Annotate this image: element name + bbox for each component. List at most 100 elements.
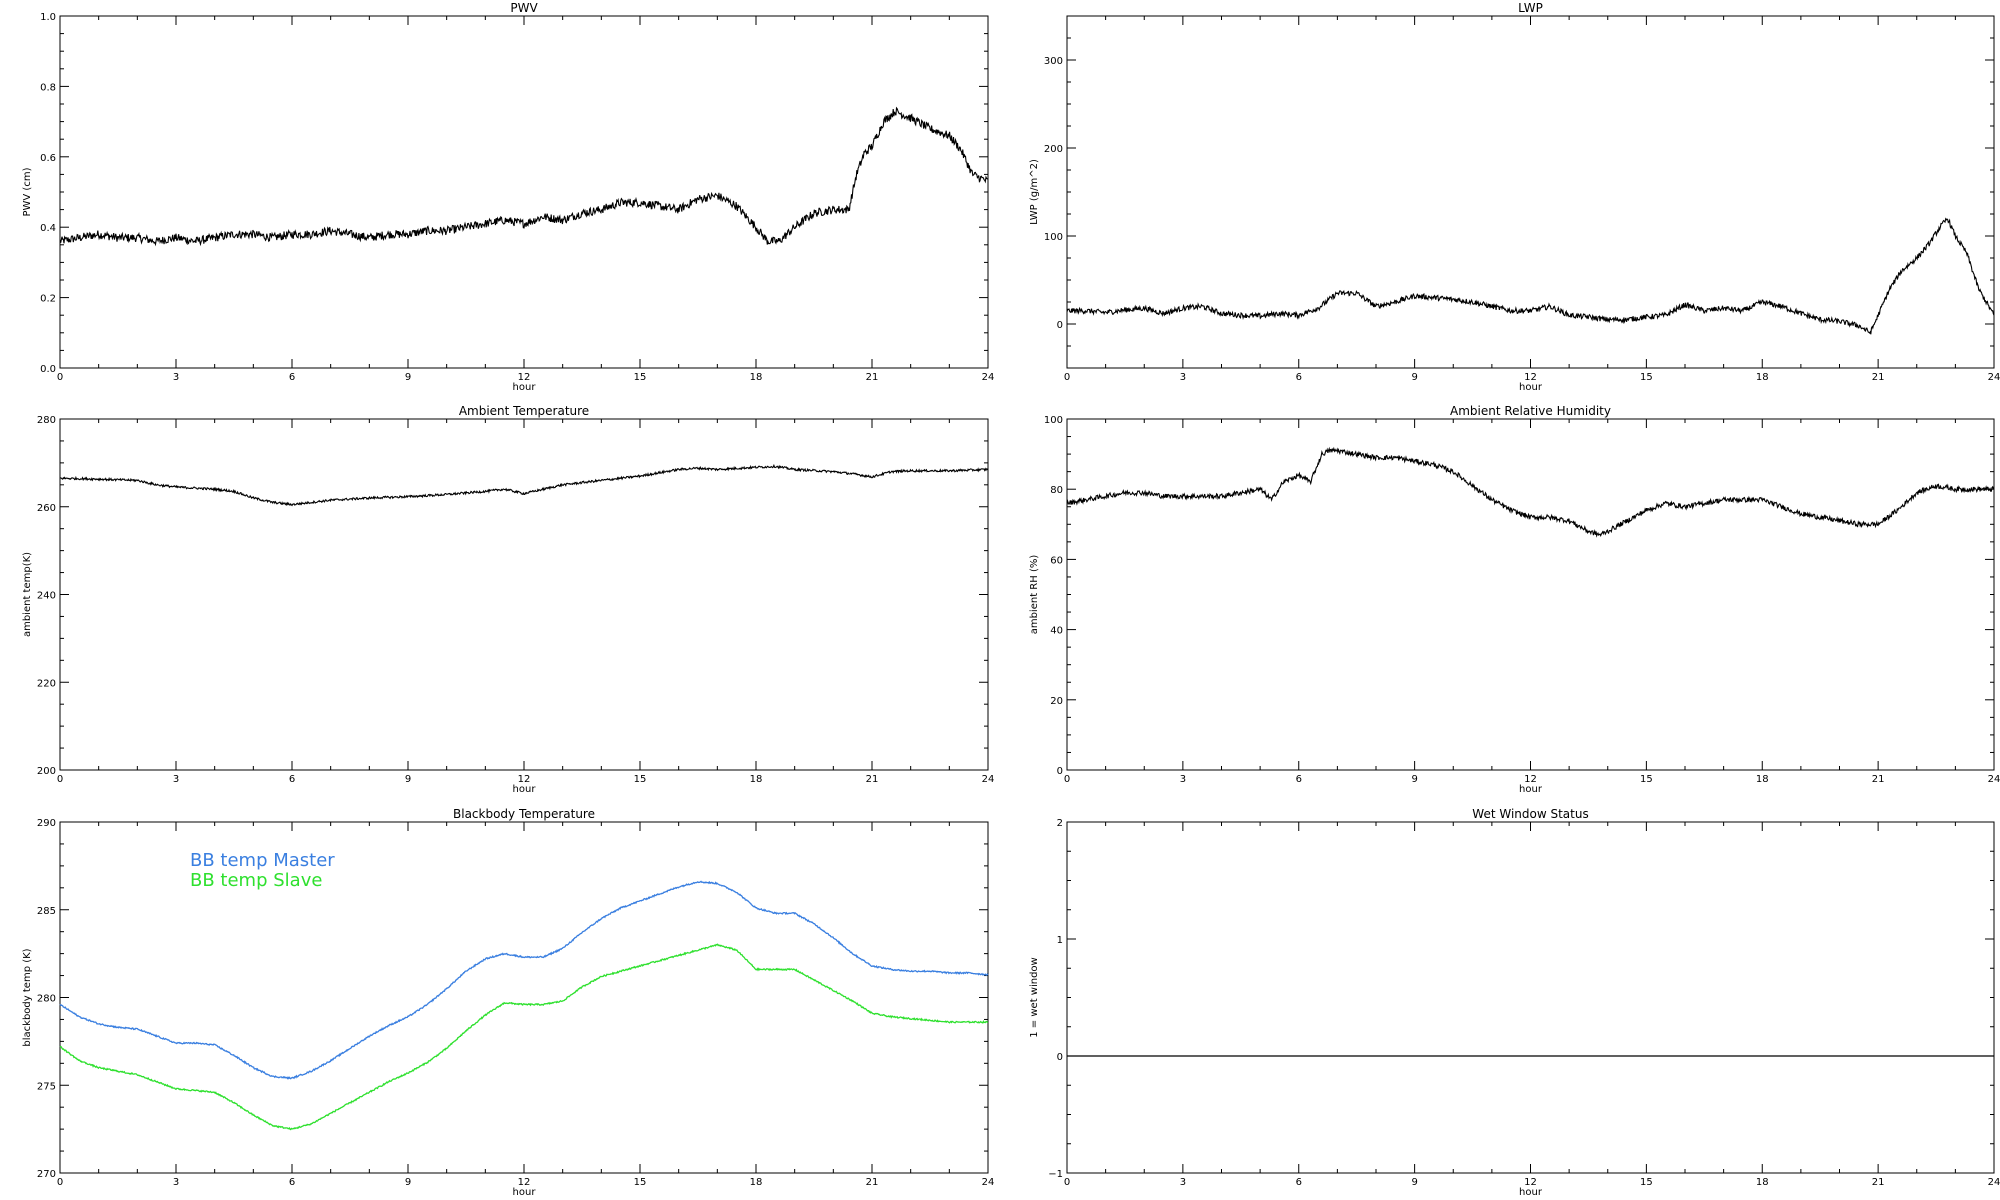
y-tick-label: 0 [1057,1052,1063,1063]
x-tick-label: 21 [866,774,879,785]
x-tick-label: 3 [173,1177,179,1188]
x-tick-label: 18 [1756,774,1769,785]
y-tick-label: 270 [37,1169,56,1180]
x-tick-label: 3 [1180,774,1186,785]
panel-ambient-temp: Ambient Temperature 0 3 6 9 12 15 18 21 24 hour 200… [22,404,994,795]
y-tick-label: 290 [37,818,56,829]
y-tick-label: 0.8 [40,82,56,93]
x-tick-label: 9 [1411,1177,1417,1188]
x-tick-label: 15 [634,774,647,785]
series-line-ambient-temp [60,463,989,507]
legend-entry: BB temp Slave [190,870,322,891]
y-tick-label: 40 [1050,626,1063,637]
x-tick-label: 9 [1411,774,1417,785]
y-tick-label: 0.0 [40,364,56,375]
y-tick-label: 0.4 [40,223,56,234]
y-axis-label: 1 = wet window [1029,957,1040,1037]
y-axis-label: blackbody temp (K) [22,948,33,1046]
plot-frame [1066,821,1995,1174]
chart-title: Wet Window Status [1472,807,1588,821]
x-tick-label: 24 [982,372,995,383]
x-axis-label: hour [513,382,537,393]
y-tick-label: 1 [1057,935,1063,946]
x-tick-label: 3 [173,774,179,785]
x-tick-label: 12 [1524,372,1537,383]
x-tick-label: 15 [1640,1177,1653,1188]
x-tick-label: 21 [1872,372,1885,383]
series-line-pwv [59,106,989,247]
x-axis-label: hour [1519,382,1543,393]
x-tick-label: 9 [405,1177,411,1188]
y-tick-label: 275 [37,1081,56,1092]
x-tick-label: 3 [1180,372,1186,383]
x-tick-label: 24 [1988,1177,2000,1188]
x-tick-label: 21 [1872,1177,1885,1188]
series-line-bb-temp-master [59,880,989,1080]
x-tick-label: 18 [750,372,763,383]
y-tick-label: 20 [1050,696,1063,707]
x-tick-label: 9 [405,372,411,383]
x-tick-label: 15 [1640,774,1653,785]
x-tick-label: 0 [57,774,63,785]
x-tick-label: 18 [750,774,763,785]
x-tick-label: 12 [518,372,531,383]
y-tick-label: 0 [1057,766,1063,777]
x-tick-label: 18 [750,1177,763,1188]
x-axis-label: hour [1519,1187,1543,1198]
y-tick-label: 220 [37,678,56,689]
y-tick-label: 0 [1057,320,1063,331]
y-tick-label: 240 [37,591,56,602]
chart-title: Ambient Relative Humidity [1450,404,1611,418]
x-tick-label: 21 [866,372,879,383]
x-tick-label: 6 [289,372,295,383]
x-tick-label: 15 [634,1177,647,1188]
x-axis-label: hour [513,784,537,795]
plot-frame [59,418,989,771]
series-line-ambient-rh [1066,446,1995,538]
x-tick-label: 24 [1988,372,2000,383]
y-tick-label: 285 [37,906,56,917]
y-tick-label: 280 [37,994,56,1005]
y-tick-label: 2 [1057,818,1063,829]
y-tick-label: 0.2 [40,294,56,305]
y-axis-label: LWP (g/m^2) [1029,159,1040,225]
chart-title: PWV [510,1,538,15]
y-tick-label: 260 [37,503,56,514]
plot-frame [1066,15,1995,369]
panel-pwv: PWV 0 3 6 9 12 15 18 21 24 hour 0.0 0.2 0.4 0.6 0.8 1.0 P… [22,1,994,393]
x-tick-label: 15 [1640,372,1653,383]
y-tick-label: 200 [37,766,56,777]
x-tick-label: 9 [405,774,411,785]
panel-lwp: LWP 0 3 6 9 12 15 18 21 24 hour 0 100 200 300 LWP (g/m^… [1029,1,2000,393]
x-tick-label: 18 [1756,1177,1769,1188]
chart-title: LWP [1518,1,1543,15]
x-tick-label: 12 [1524,1177,1537,1188]
x-tick-label: 0 [1064,1177,1070,1188]
x-tick-label: 3 [1180,1177,1186,1188]
x-axis-label: hour [513,1187,537,1198]
x-axis-label: hour [1519,784,1543,795]
x-tick-label: 21 [866,1177,879,1188]
x-tick-label: 15 [634,372,647,383]
x-tick-label: 12 [518,1177,531,1188]
plot-frame [59,15,989,369]
panel-ambient-rh: Ambient Relative Humidity 0 3 6 9 12 15 18 21 24 h… [1029,404,2000,795]
panel-bb-temp: Blackbody Temperature 0 3 6 9 12 15 18 21 24 hour 2… [22,807,994,1198]
x-tick-label: 9 [1411,372,1417,383]
y-tick-label: 60 [1050,555,1063,566]
x-tick-label: 6 [289,1177,295,1188]
x-tick-label: 21 [1872,774,1885,785]
x-tick-label: 3 [173,372,179,383]
x-tick-label: 24 [982,1177,995,1188]
y-tick-label: 280 [37,415,56,426]
plot-frame [1066,418,1995,771]
x-tick-label: 24 [1988,774,2000,785]
y-tick-label: 80 [1050,485,1063,496]
y-tick-label: 300 [1044,56,1063,67]
x-tick-label: 6 [1296,774,1302,785]
x-tick-label: 0 [1064,372,1070,383]
x-tick-label: 6 [1296,1177,1302,1188]
y-tick-label: 100 [1044,415,1063,426]
y-tick-label: 200 [1044,144,1063,155]
